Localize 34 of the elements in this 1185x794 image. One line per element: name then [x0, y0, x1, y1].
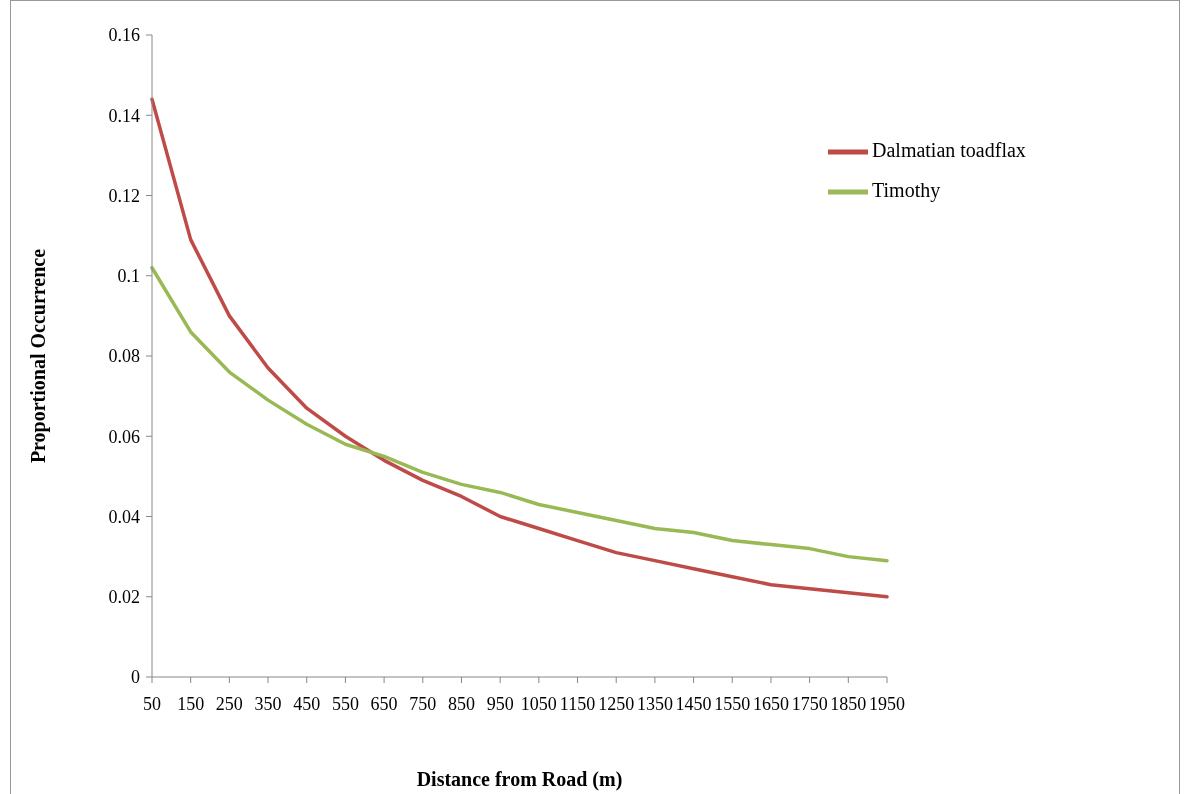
x-tick-label: 1250: [598, 693, 635, 714]
x-tick-label: 1950: [869, 693, 905, 714]
x-tick-label: 850: [447, 693, 475, 714]
x-tick-label: 450: [293, 693, 321, 714]
y-tick-label: 0.08: [108, 346, 140, 367]
x-tick-label: 1550: [714, 693, 751, 714]
x-tick-label: 1850: [830, 693, 867, 714]
x-tick-label: 950: [486, 693, 514, 714]
y-tick-label: 0.04: [108, 506, 140, 527]
y-tick-label: 0.1: [117, 266, 140, 287]
x-tick-label: 1450: [675, 693, 712, 714]
x-tick-label: 1350: [636, 693, 673, 714]
y-tick-label: 0.14: [108, 105, 140, 126]
x-tick-label: 1150: [559, 693, 596, 714]
x-tick-label: 550: [331, 693, 359, 714]
y-tick-label: 0.16: [108, 25, 140, 46]
x-tick-label: 150: [177, 693, 205, 714]
legend-label: Dalmatian toadflax: [872, 138, 1026, 161]
x-tick-label: 50: [143, 693, 161, 714]
x-tick-label: 750: [409, 693, 437, 714]
x-tick-label: 350: [254, 693, 282, 714]
y-axis-title: Proportional Occurrence: [27, 248, 51, 464]
y-tick-label: 0.06: [108, 426, 140, 447]
x-tick-label: 650: [370, 693, 398, 714]
x-tick-label: 250: [215, 693, 243, 714]
y-tick-label: 0.12: [108, 185, 140, 206]
y-tick-label: 0.02: [108, 587, 140, 608]
x-axis-title: Distance from Road (m): [416, 768, 623, 791]
x-tick-label: 1750: [791, 693, 828, 714]
x-tick-label: 1650: [752, 693, 789, 714]
legend-label: Timothy: [872, 178, 941, 201]
x-tick-label: 1050: [520, 693, 557, 714]
line-series: [150, 265, 889, 563]
y-tick-label: 0: [131, 667, 140, 688]
